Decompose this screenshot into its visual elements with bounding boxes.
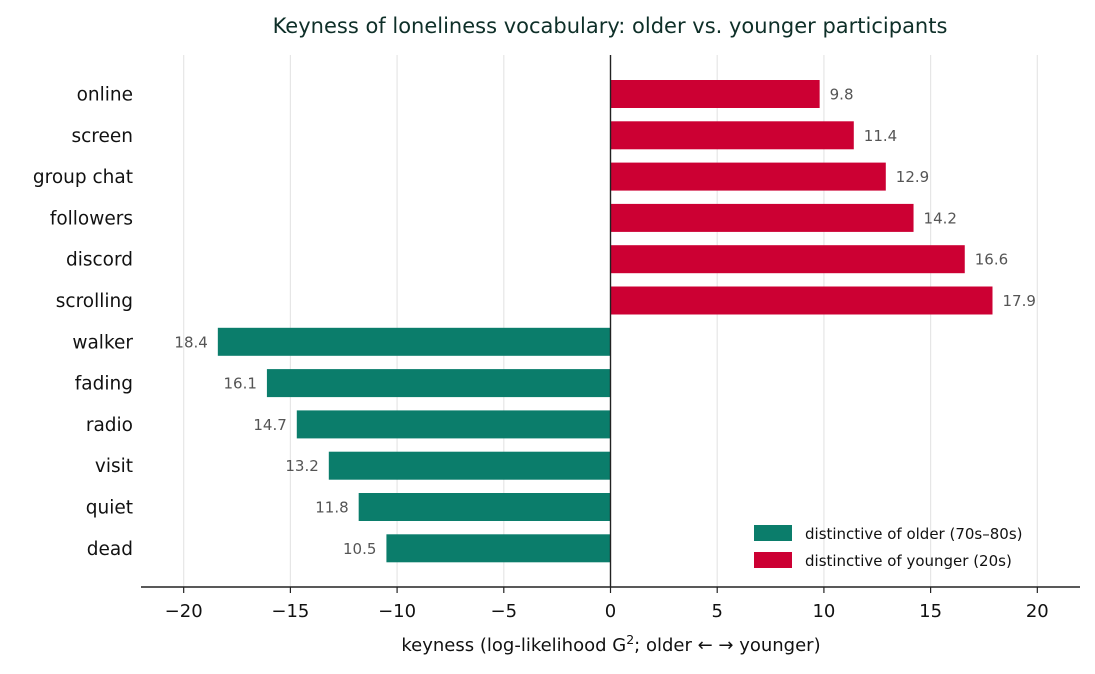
bar-screen [610,121,854,150]
value-label: 11.8 [315,499,348,517]
bars: 9.8 11.4 12.9 14.2 16.6 17.9 18.4 16.1 14.7 13.2 1… [174,80,1036,563]
bar-followers [610,203,914,232]
x-tick-label: 0 [605,601,616,622]
x-axis-label-main: keyness (log-likelihood G [401,635,626,656]
legend: distinctive of older (70s–80s) distincti… [754,525,1023,570]
category-label: fading [75,374,133,395]
bar-group-chat [610,162,886,191]
bar-walker [217,327,611,356]
value-label: 10.5 [343,540,376,558]
x-tick-label: 5 [711,601,722,622]
bar-discord [610,245,965,274]
axes: online screen group chat followers discord sc… [33,55,1080,622]
value-label: 13.2 [285,457,318,475]
category-label: walker [72,332,133,353]
value-label: 14.2 [924,209,957,227]
value-label: 11.4 [864,127,897,145]
legend-swatch-older [754,525,792,541]
category-label: scrolling [56,291,133,312]
legend-label-younger: distinctive of younger (20s) [805,552,1012,570]
value-label: 9.8 [830,86,854,104]
x-tick-label: 10 [812,601,835,622]
category-label: screen [72,126,134,147]
bar-visit [328,451,611,480]
value-label: 17.9 [1003,292,1036,310]
category-label: online [77,85,133,106]
x-axis-label-direction: ; older ← → younger) [634,635,820,656]
bar-scrolling [610,286,993,315]
x-tick-label: 15 [919,601,942,622]
value-label: 18.4 [174,333,207,351]
bar-quiet [358,493,611,521]
category-label: quiet [86,498,133,519]
category-label: group chat [33,167,133,188]
value-label: 12.9 [896,168,929,186]
value-label: 16.1 [224,375,257,393]
bar-fading [266,369,611,398]
x-tick-label: −5 [491,601,518,622]
category-label: dead [87,539,133,560]
x-tick-label: 20 [1026,601,1049,622]
x-axis-label: keyness (log-likelihood G2; older ← → yo… [401,632,820,656]
chart-title: Keyness of loneliness vocabulary: older … [273,14,948,38]
bar-online [610,80,820,108]
value-label: 16.6 [975,251,1008,269]
bar-dead [386,534,611,563]
category-label: radio [86,415,133,436]
category-label: discord [66,250,133,271]
category-label: visit [95,456,133,477]
x-tick-label: −20 [165,601,203,622]
x-tick-label: −15 [271,601,309,622]
x-tick-label: −10 [378,601,416,622]
value-label: 14.7 [253,416,286,434]
x-axis-label-superscript: 2 [626,632,634,647]
legend-swatch-younger [754,552,792,568]
legend-label-older: distinctive of older (70s–80s) [805,525,1023,543]
category-label: followers [50,208,133,229]
bar-radio [296,410,611,439]
